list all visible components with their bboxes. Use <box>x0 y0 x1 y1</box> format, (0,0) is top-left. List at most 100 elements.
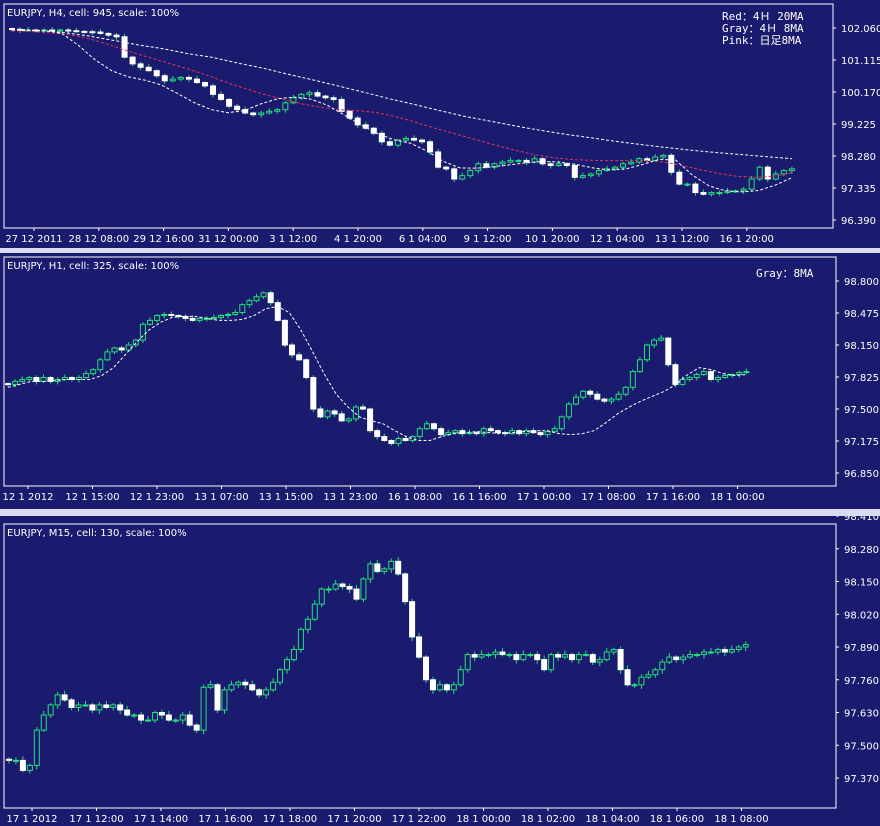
candle <box>54 691 61 710</box>
candle <box>693 372 700 381</box>
x-tick-label: 17 1 16:00 <box>646 492 700 503</box>
candle <box>507 157 514 164</box>
candle <box>473 431 480 436</box>
candle <box>551 425 558 434</box>
candle <box>318 587 325 608</box>
candle-body <box>65 29 72 32</box>
x-tick-label: 17 1 00:00 <box>517 492 571 503</box>
candle-body <box>12 759 19 762</box>
candle-body <box>480 428 487 435</box>
candle <box>290 645 297 662</box>
candle-body <box>61 694 68 701</box>
candle-body <box>427 141 434 153</box>
candle-body <box>297 628 304 651</box>
candle <box>580 389 587 400</box>
candle-body <box>179 714 186 721</box>
candle <box>523 158 530 166</box>
candle <box>617 646 624 674</box>
candle <box>97 29 104 35</box>
y-tick-label: 97.500 <box>844 741 879 752</box>
candle-body <box>487 428 494 432</box>
y-tick-label: 101.115 <box>841 56 880 67</box>
candle-body <box>388 440 395 444</box>
candle-body <box>145 719 151 722</box>
y-tick-label: 99.225 <box>841 120 876 131</box>
candle <box>225 312 232 319</box>
candle <box>322 94 329 100</box>
candle-body <box>565 403 572 418</box>
candle <box>200 684 207 735</box>
candle <box>249 680 256 692</box>
candle <box>658 335 665 342</box>
candle-body <box>582 654 589 657</box>
candle <box>169 76 176 83</box>
candle <box>360 577 367 603</box>
candle-body <box>610 649 617 653</box>
candle <box>256 687 263 698</box>
candle <box>686 376 693 382</box>
candle-body <box>139 323 146 341</box>
x-tick-label: 17 1 22:00 <box>392 814 446 825</box>
panel-divider[interactable] <box>0 248 880 253</box>
candle-body <box>620 163 627 168</box>
panel-divider[interactable] <box>0 509 880 516</box>
candle <box>596 656 603 667</box>
x-tick-label: 12 1 04:00 <box>590 234 644 245</box>
x-tick-label: 17 1 18:00 <box>263 814 317 825</box>
candle <box>568 652 575 663</box>
candle <box>464 652 471 673</box>
candle <box>75 701 82 712</box>
candle-body <box>200 686 207 731</box>
candle <box>629 369 636 391</box>
candle-body <box>226 98 233 107</box>
candle-body <box>201 82 208 87</box>
candle <box>520 650 527 662</box>
candle <box>281 319 288 348</box>
candle <box>631 682 638 688</box>
y-tick-label: 98.280 <box>841 152 876 163</box>
candle <box>47 703 54 719</box>
candle <box>83 370 90 379</box>
candle <box>263 686 270 699</box>
candle-body <box>381 568 388 572</box>
candle-body <box>26 376 33 380</box>
candle-body <box>284 659 290 671</box>
candle <box>541 655 548 672</box>
candle-body <box>523 159 530 163</box>
candle <box>378 131 385 145</box>
candle-body <box>263 689 270 696</box>
candle <box>33 727 40 770</box>
candle-body <box>728 649 735 653</box>
candle-body <box>161 313 168 316</box>
candle-body <box>411 137 417 141</box>
candle-body <box>686 376 693 380</box>
candle-body <box>700 371 707 376</box>
candle <box>246 298 253 308</box>
candle <box>314 89 321 98</box>
candle-body <box>527 654 534 657</box>
candle <box>125 342 132 352</box>
candle <box>68 698 75 711</box>
candle-body <box>49 29 56 32</box>
candle <box>548 652 555 673</box>
candle <box>111 346 118 355</box>
candle-body <box>298 93 305 99</box>
candle-body <box>638 676 645 686</box>
candle-body <box>246 300 253 306</box>
candle <box>96 701 103 715</box>
candle-body <box>189 317 196 321</box>
candle <box>457 665 464 687</box>
x-tick-label: 17 1 16:00 <box>198 814 252 825</box>
candle <box>250 111 257 117</box>
y-tick-label: 96.850 <box>844 469 879 480</box>
candle-body <box>587 173 594 177</box>
candle <box>330 95 337 103</box>
x-tick-label: 18 1 00:00 <box>456 814 510 825</box>
candle <box>232 309 239 316</box>
candle-body <box>161 75 168 82</box>
candle-body <box>290 97 297 104</box>
candle <box>687 650 694 659</box>
candle-body <box>721 649 728 653</box>
candle-body <box>551 428 558 433</box>
x-tick-label: 29 12 16:00 <box>133 234 194 245</box>
